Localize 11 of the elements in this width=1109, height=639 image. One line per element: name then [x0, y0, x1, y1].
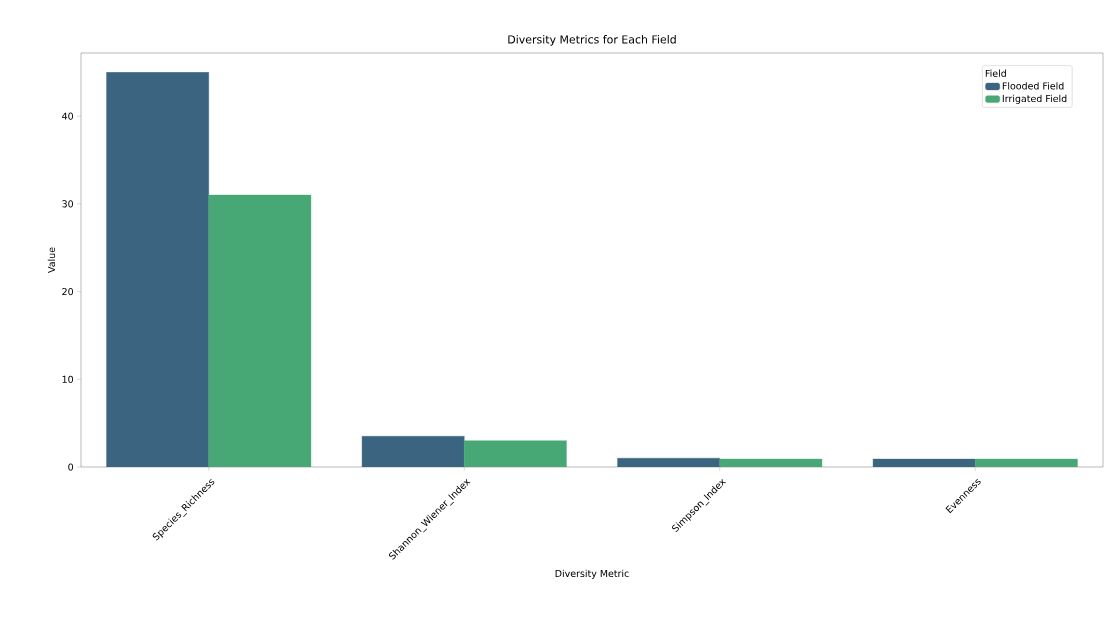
legend-label: Flooded Field: [1002, 82, 1064, 90]
legend-title: Field: [985, 69, 1006, 77]
y-tick-label: 40: [62, 112, 74, 120]
legend-label: Irrigated Field: [1002, 94, 1067, 104]
chart-title: Diversity Metrics for Each Field: [508, 35, 676, 46]
y-tick-label: 0: [68, 463, 74, 471]
x-axis-title: Diversity Metric: [555, 569, 629, 579]
y-axis-title: Value: [47, 247, 56, 273]
y-tick-label: 10: [62, 375, 74, 383]
y-tick-label: 20: [62, 287, 74, 296]
y-tick-label: 30: [62, 200, 74, 208]
